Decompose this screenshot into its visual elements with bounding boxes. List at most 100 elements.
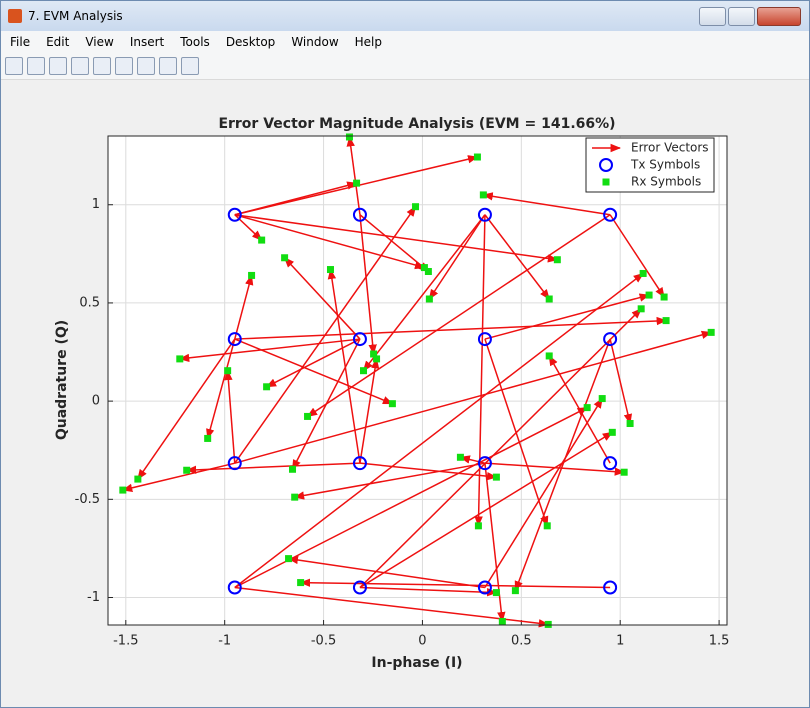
rx-symbol: [645, 291, 653, 299]
tool-button[interactable]: [181, 57, 199, 75]
error-vector: [359, 214, 430, 273]
tx-symbol: [477, 580, 492, 595]
tool-button[interactable]: [49, 57, 67, 75]
chart-title: Error Vector Magnitude Analysis (EVM = 1…: [218, 116, 615, 132]
rx-symbol: [492, 589, 500, 597]
rx-symbol: [425, 295, 433, 303]
rx-symbol: [263, 383, 271, 391]
rx-symbol: [626, 420, 634, 428]
tool-button[interactable]: [159, 57, 177, 75]
rx-symbol: [345, 133, 353, 141]
toolbar: [1, 53, 809, 80]
tx-symbol: [352, 456, 367, 471]
error-vector: [234, 586, 550, 628]
menu-item[interactable]: Desktop: [225, 35, 276, 49]
rx-symbol: [289, 465, 297, 473]
rx-symbol: [492, 473, 500, 481]
plot-area: [119, 133, 715, 628]
rx-symbol: [281, 254, 289, 262]
rx-symbol: [707, 328, 715, 336]
error-vector: [428, 214, 486, 300]
maximize-button[interactable]: [728, 6, 755, 26]
rx-symbol: [326, 266, 334, 274]
tool-button[interactable]: [71, 57, 89, 75]
rx-symbol: [388, 400, 396, 408]
rx-symbol: [119, 486, 127, 494]
error-vector: [362, 214, 486, 372]
error-vector: [514, 338, 611, 592]
tx-symbol: [227, 207, 242, 222]
error-vector: [234, 272, 644, 589]
error-vector: [121, 462, 235, 492]
tool-button[interactable]: [137, 57, 155, 75]
x-tick-label: 1: [616, 634, 624, 649]
y-tick-label: 0.5: [79, 295, 100, 310]
title-bar: 7. EVM Analysis: [1, 1, 809, 31]
menu-item[interactable]: Insert: [129, 35, 165, 49]
rx-symbol: [498, 617, 506, 625]
error-vector: [459, 455, 486, 464]
menu-item[interactable]: Help: [354, 35, 382, 49]
tx-symbol: [603, 332, 618, 347]
rx-symbol: [176, 355, 184, 363]
tx-symbol: [603, 580, 618, 595]
menu-item[interactable]: Edit: [46, 35, 70, 49]
legend-swatch: [599, 158, 613, 172]
y-tick-label: -1: [87, 590, 100, 605]
minimize-button[interactable]: [699, 6, 726, 26]
rx-symbol: [637, 305, 645, 313]
legend-label: Tx Symbols: [630, 158, 700, 172]
error-vector: [482, 192, 611, 216]
error-vector: [287, 555, 486, 589]
error-vector: [359, 308, 642, 589]
rx-symbol: [353, 179, 361, 187]
menu-item[interactable]: File: [10, 35, 31, 49]
error-vector: [234, 330, 713, 464]
rx-symbol: [204, 434, 212, 442]
rx-symbol: [297, 579, 305, 587]
axes-box: [107, 135, 728, 626]
rx-symbol: [248, 271, 256, 279]
rx-symbol: [545, 295, 553, 303]
x-tick-label: 0: [418, 634, 426, 649]
tx-symbol: [603, 456, 618, 471]
error-vector: [234, 338, 394, 405]
tool-button[interactable]: [5, 57, 23, 75]
rx-symbol: [639, 269, 647, 277]
rx-symbol: [285, 555, 293, 563]
x-tick-label: -0.5: [311, 634, 336, 649]
tool-button[interactable]: [93, 57, 111, 75]
error-vector: [609, 214, 665, 298]
tx-symbol: [477, 207, 492, 222]
rx-symbol: [134, 475, 142, 483]
error-vector: [484, 462, 626, 476]
rx-symbol: [511, 587, 519, 595]
error-vector: [185, 462, 360, 475]
y-axis-label: Quadrature (Q): [54, 320, 70, 440]
menu-item[interactable]: Window: [291, 35, 339, 49]
error-vector: [484, 293, 651, 340]
tx-symbol: [352, 332, 367, 347]
tool-button[interactable]: [115, 57, 133, 75]
tx-symbol: [227, 332, 242, 347]
x-tick-label: 1.5: [709, 634, 730, 649]
tool-button[interactable]: [27, 57, 45, 75]
window-title: 7. EVM Analysis: [28, 9, 123, 23]
error-vector: [293, 462, 486, 500]
error-vector: [283, 256, 361, 340]
y-tick-label: 1: [92, 197, 100, 212]
menu-item[interactable]: Tools: [180, 35, 210, 49]
rx-symbol: [291, 493, 299, 501]
error-vector: [609, 338, 633, 425]
error-vector: [178, 338, 361, 363]
tx-symbol: [352, 580, 367, 595]
rx-symbol: [183, 466, 191, 474]
menu-item[interactable]: View: [85, 35, 114, 49]
error-vector: [234, 214, 426, 270]
legend-label: Rx Symbols: [631, 175, 701, 189]
legend-swatch: [602, 178, 610, 186]
error-vector: [291, 338, 361, 471]
rx-symbol: [304, 412, 312, 420]
error-vector: [265, 338, 361, 388]
close-button[interactable]: [757, 6, 801, 26]
